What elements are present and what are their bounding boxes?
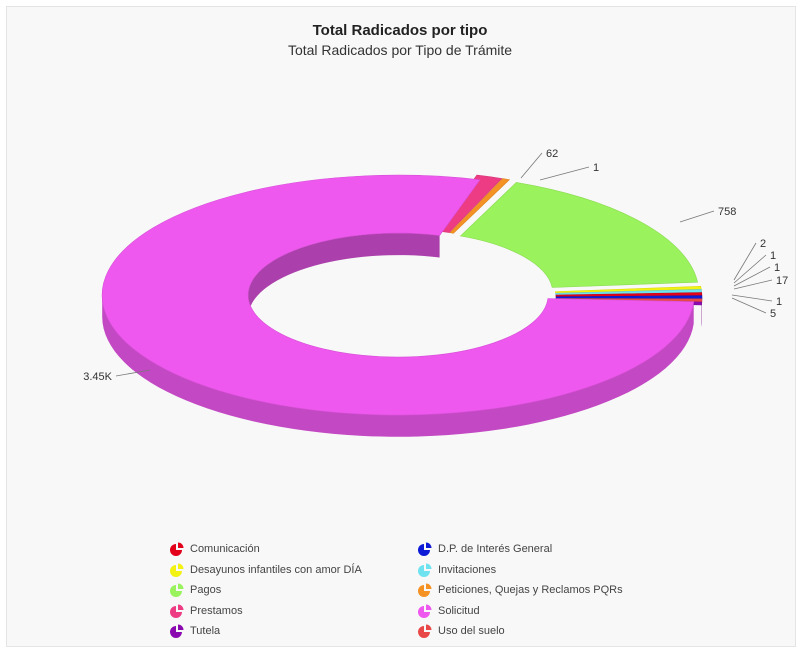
slice-peticiones-quejas-y-reclamos-pqrs[interactable] [449, 178, 511, 234]
legend-item-d-p-de-interes-general[interactable]: D.P. de Interés General [418, 540, 678, 559]
data-label: 2 [760, 238, 766, 250]
legend-item-solicitud[interactable]: Solicitud [418, 602, 678, 621]
legend-label: Tutela [190, 625, 221, 638]
data-label: 1 [774, 262, 780, 274]
pie-slice-icon [418, 604, 432, 618]
pie-slice-icon [170, 624, 184, 639]
legend-item-pagos[interactable]: Pagos [170, 581, 418, 600]
chart-legend: Comunicación D.P. de Interés General Desay… [170, 540, 678, 641]
data-label: 3.45K [83, 371, 112, 383]
data-label-leader [733, 242, 757, 281]
slice-top [449, 178, 511, 234]
data-label: 62 [546, 148, 558, 160]
slice-solicitud[interactable] [101, 174, 695, 437]
legend-item-desayunos-infantiles-con-amor-dia[interactable]: Desayunos infantiles con amor DÍA [170, 561, 418, 580]
legend-label: Uso del suelo [438, 625, 505, 638]
slice-top [459, 182, 698, 288]
pie-slice-icon [170, 563, 184, 577]
data-label-leader [733, 279, 773, 290]
legend-label: Solicitud [438, 604, 480, 617]
pie-slice-icon [418, 563, 432, 577]
pie-slice-icon [170, 542, 184, 557]
slice-inner-wall [248, 233, 440, 318]
pie-slice-icon [418, 583, 432, 598]
legend-item-invitaciones[interactable]: Invitaciones [418, 561, 678, 580]
data-label: 5 [770, 308, 776, 320]
legend-label: Desayunos infantiles con amor DÍA [190, 563, 362, 576]
legend-label: Comunicación [190, 543, 260, 556]
chart-subtitle: Total Radicados por Tipo de Trámite [287, 42, 513, 58]
pie-slice-icon [418, 624, 432, 639]
data-label: 1 [770, 250, 776, 262]
legend-label: Prestamos [190, 604, 243, 617]
legend-label: Invitaciones [438, 563, 497, 576]
data-label-leader [733, 266, 771, 287]
data-label-leader [731, 294, 773, 302]
data-label-leader [679, 210, 715, 223]
legend-item-peticiones-quejas-y-reclamos-pqrs[interactable]: Peticiones, Quejas y Reclamos PQRs [418, 581, 678, 600]
pie-slice-icon [170, 604, 184, 618]
data-label: 1 [776, 296, 782, 308]
legend-item-prestamos[interactable]: Prestamos [170, 602, 418, 621]
legend-item-uso-del-suelo[interactable]: Uso del suelo [418, 622, 678, 641]
pie-slice-icon [170, 583, 184, 598]
data-label-leader [539, 166, 590, 181]
legend-label: Peticiones, Quejas y Reclamos PQRs [438, 584, 623, 597]
data-label-leader [731, 297, 767, 314]
data-label: 1 [593, 162, 599, 174]
data-label: 17 [776, 275, 788, 287]
slice-outer-wall [102, 295, 694, 437]
chart-title: Total Radicados por tipo [312, 22, 488, 39]
data-label-leader [733, 254, 767, 284]
legend-item-comunicacion[interactable]: Comunicación [170, 540, 418, 559]
slice-pagos[interactable] [459, 182, 698, 288]
slice-top [101, 174, 695, 416]
legend-item-tutela[interactable]: Tutela [170, 622, 418, 641]
data-label-leader [115, 369, 151, 377]
pie-slice-icon [418, 542, 432, 557]
legend-label: D.P. de Interés General [438, 543, 553, 556]
data-label-leader [520, 152, 543, 179]
data-label: 758 [718, 206, 736, 218]
legend-label: Pagos [190, 584, 222, 597]
